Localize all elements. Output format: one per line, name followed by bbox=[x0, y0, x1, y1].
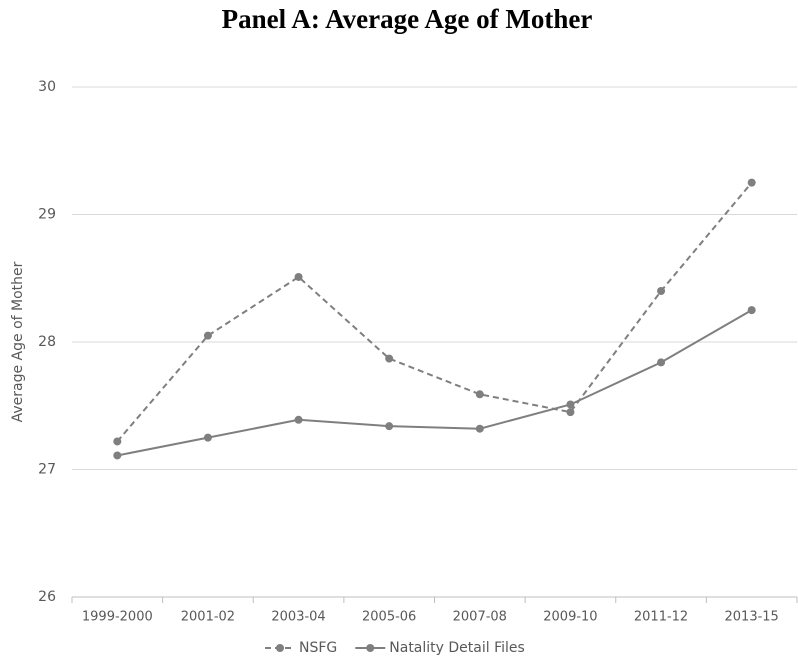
data-point bbox=[294, 272, 303, 281]
legend-marker bbox=[276, 644, 284, 652]
data-point bbox=[203, 331, 212, 340]
data-point bbox=[203, 433, 212, 442]
data-point bbox=[385, 422, 394, 431]
x-tick-label: 2009-10 bbox=[543, 610, 597, 625]
y-axis-label: Average Age of Mother bbox=[10, 261, 26, 422]
x-tick-label: 2001-02 bbox=[181, 610, 235, 625]
y-tick-label: 28 bbox=[38, 334, 56, 350]
chart-title: Panel A: Average Age of Mother bbox=[222, 4, 593, 34]
series-line bbox=[117, 309, 753, 457]
data-point bbox=[475, 424, 484, 433]
x-tick-label: 2011-12 bbox=[634, 610, 688, 625]
x-tick-label: 2007-08 bbox=[453, 610, 507, 625]
y-tick-label: 26 bbox=[38, 589, 56, 605]
data-point bbox=[113, 451, 122, 460]
x-tick-label: 2005-06 bbox=[362, 610, 416, 625]
legend-label: Natality Detail Files bbox=[389, 640, 525, 656]
y-tick-label: 29 bbox=[38, 207, 56, 223]
y-tick-label: 27 bbox=[38, 462, 56, 478]
y-tick-label: 30 bbox=[38, 79, 56, 95]
data-point bbox=[566, 408, 575, 417]
data-point bbox=[657, 287, 666, 295]
data-point bbox=[566, 400, 575, 409]
data-point bbox=[475, 390, 484, 399]
x-tick-label: 2013-15 bbox=[725, 610, 779, 625]
series-line bbox=[116, 181, 753, 443]
legend-marker bbox=[366, 644, 375, 652]
x-tick-label: 1999-2000 bbox=[82, 610, 153, 625]
x-tick-label: 2003-04 bbox=[271, 610, 325, 625]
data-point bbox=[657, 358, 666, 367]
data-point bbox=[294, 415, 303, 424]
data-point bbox=[747, 178, 756, 187]
legend-label: NSFG bbox=[299, 640, 337, 656]
data-point bbox=[113, 437, 122, 446]
data-point bbox=[385, 354, 394, 363]
data-point bbox=[747, 306, 756, 315]
